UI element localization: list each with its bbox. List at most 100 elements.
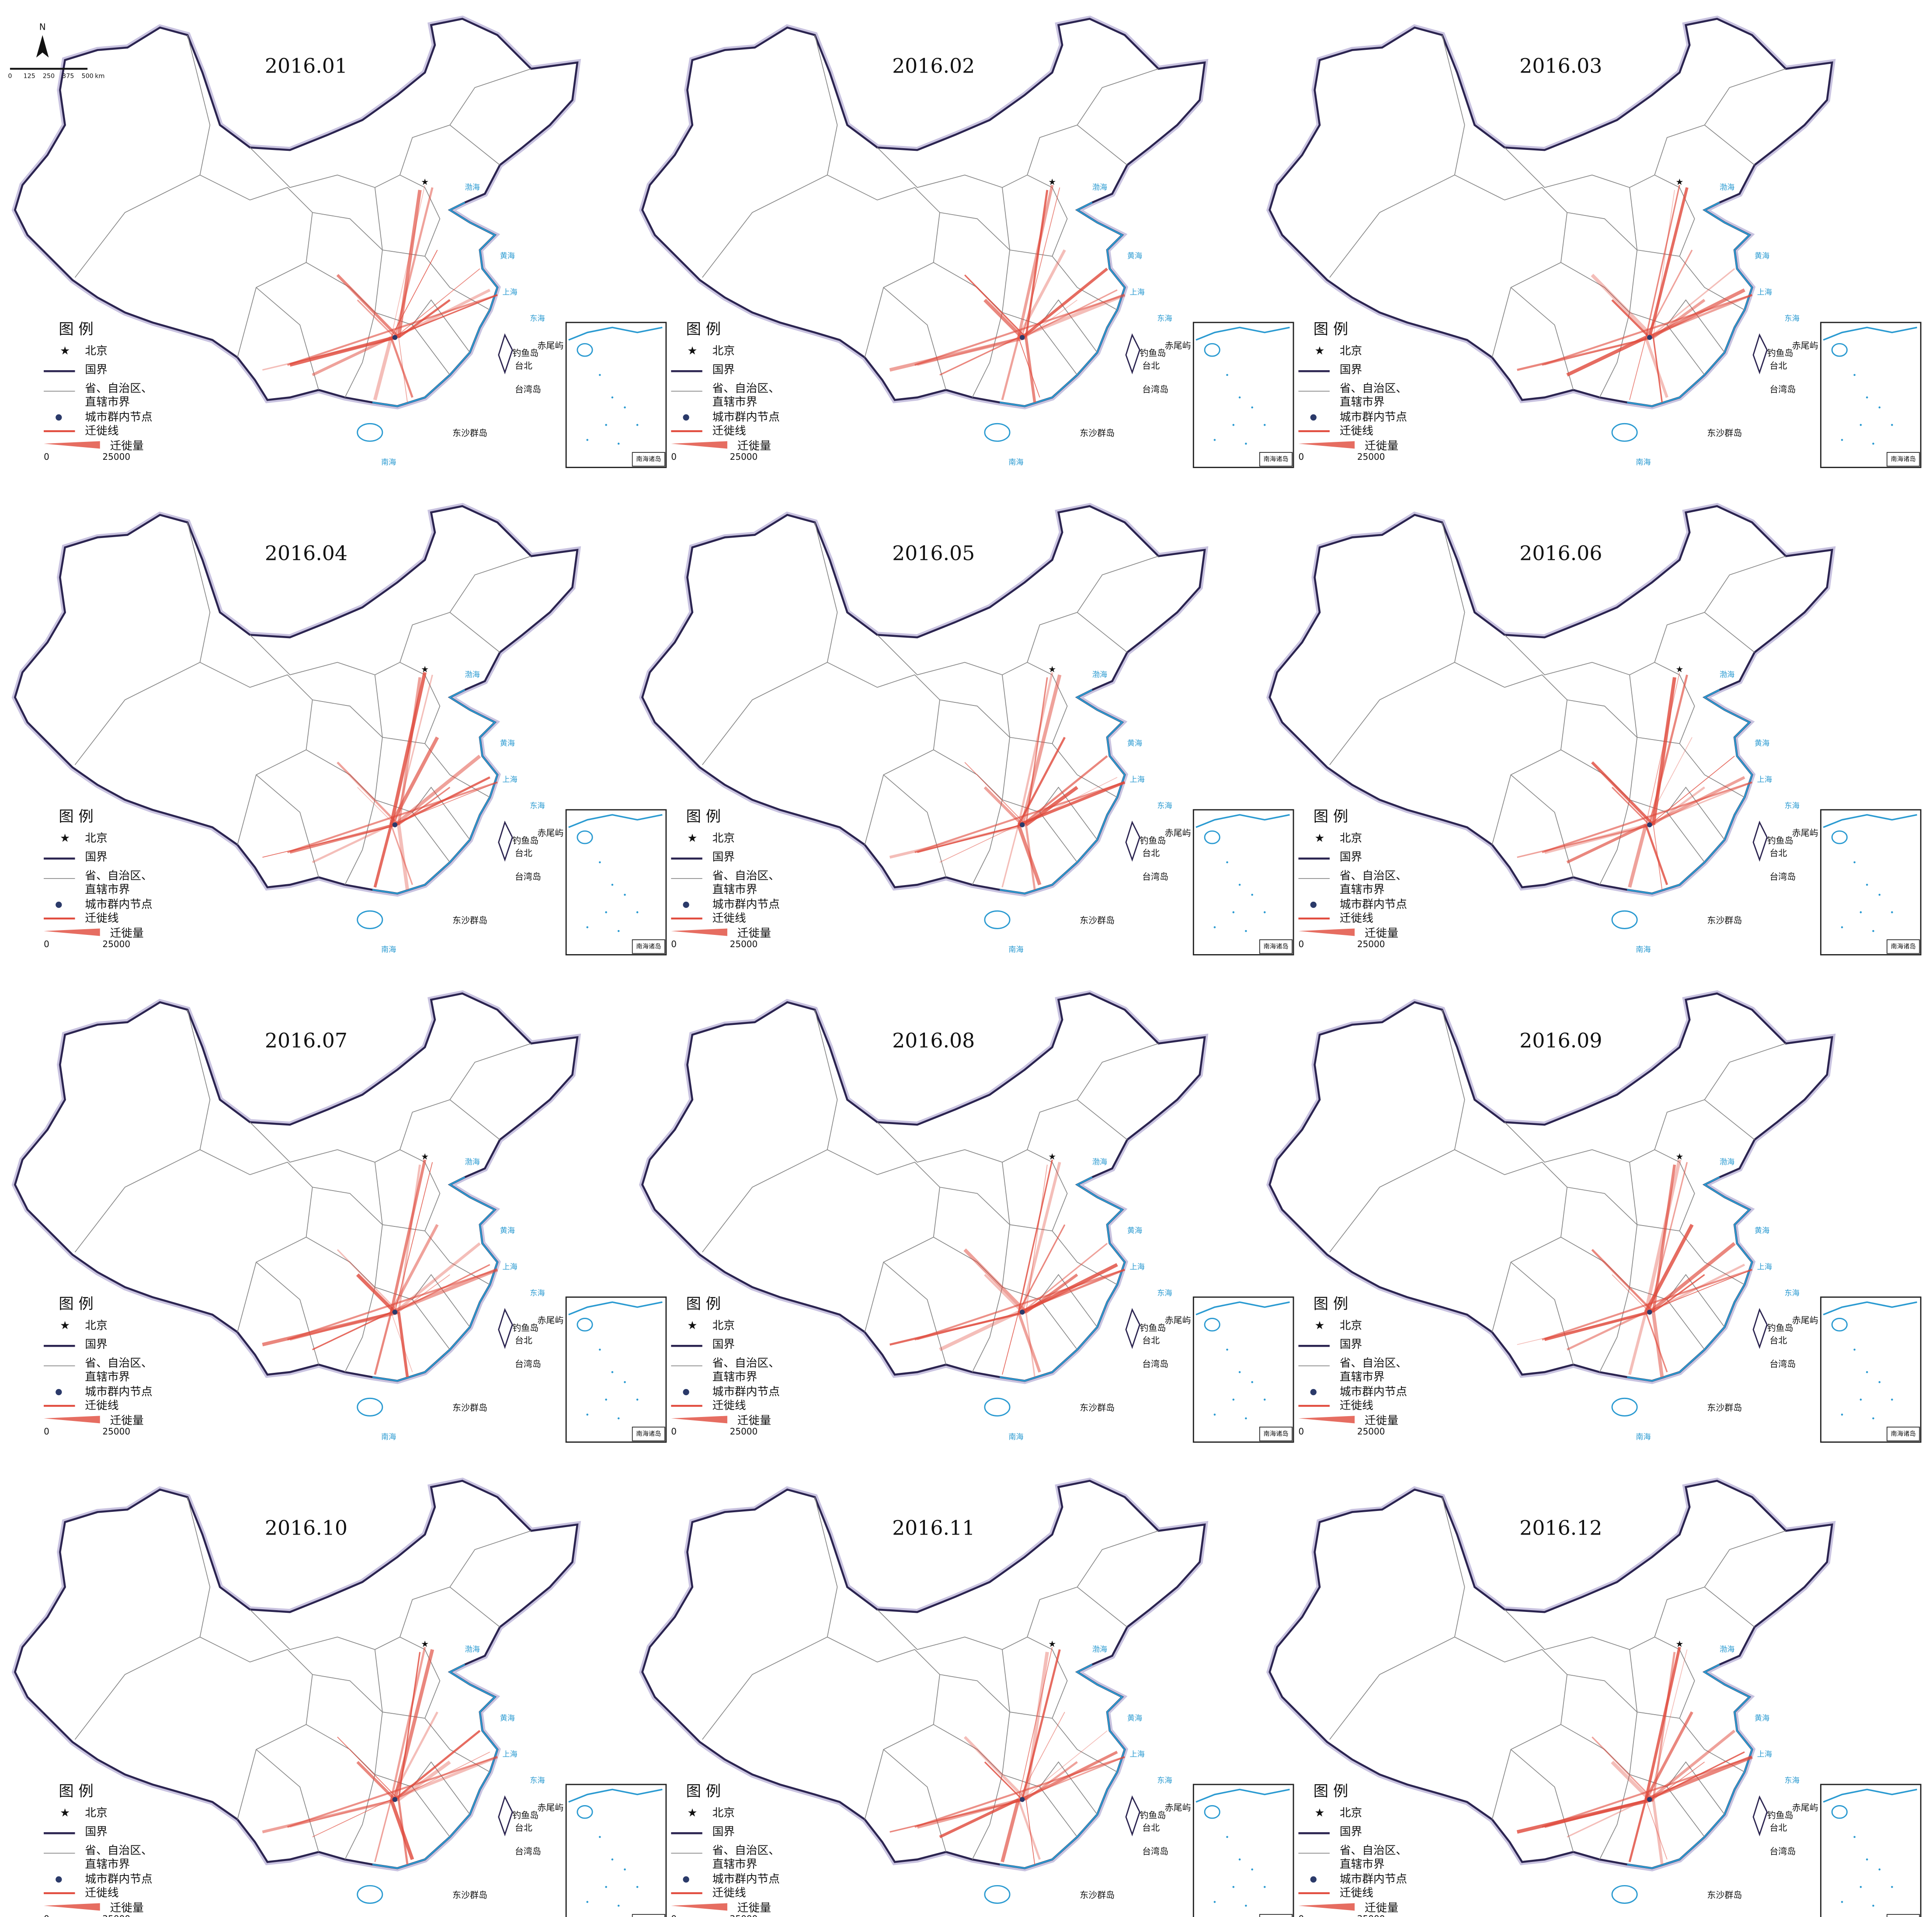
inset-island — [611, 1371, 614, 1373]
inset-title: 南海诸岛 — [1263, 455, 1288, 463]
map-label: 东海 — [530, 314, 545, 323]
legend-label: 北京 — [1340, 1806, 1362, 1820]
hainan — [357, 423, 383, 442]
node — [1019, 335, 1025, 340]
legend-sample — [1310, 901, 1317, 908]
map-label: 台北 — [1769, 847, 1787, 858]
legend-label: 省、自治区、 — [712, 382, 780, 395]
legend-star: ★ — [1315, 1319, 1325, 1332]
legend-label: 迁徙量 — [737, 439, 771, 452]
inset-island — [605, 1886, 607, 1888]
flow-line — [1021, 1162, 1061, 1313]
map-label: 东海 — [1785, 1289, 1800, 1298]
map-label: 渤海 — [1092, 183, 1107, 192]
map-label: 台湾岛 — [1769, 384, 1796, 395]
inset-island — [1264, 1886, 1266, 1888]
legend-title: 图 例 — [686, 1295, 721, 1313]
flow-line — [1001, 1799, 1020, 1863]
legend-label: 省、自治区、 — [712, 1844, 780, 1857]
inset-island — [1213, 1901, 1216, 1903]
legend-sample — [671, 928, 727, 936]
legend-label: 城市群内节点 — [1340, 411, 1407, 424]
flow-line — [963, 1248, 1028, 1313]
legend-sample — [1310, 1876, 1317, 1883]
legend-label: 北京 — [85, 344, 107, 358]
map-label: 黄海 — [1127, 252, 1142, 260]
flow-line — [939, 337, 1019, 376]
inset-island — [636, 1886, 639, 1888]
flow-line — [394, 1162, 433, 1313]
beijing-marker: ★ — [1676, 1151, 1684, 1162]
inset-island — [1251, 893, 1253, 896]
map-label: 上海 — [502, 1263, 517, 1271]
legend-label: 国界 — [1340, 1825, 1362, 1838]
inset-island — [599, 1836, 601, 1838]
inset-island — [611, 1858, 614, 1861]
flow-line — [391, 250, 438, 338]
flow-line — [390, 1711, 438, 1800]
legend-star: ★ — [1315, 1806, 1325, 1820]
inset-frame — [565, 1784, 667, 1917]
inset-label-box — [632, 1914, 665, 1917]
provincial-border — [1504, 1609, 1680, 1650]
legend-sample — [1298, 1416, 1355, 1424]
inset-island — [636, 1398, 639, 1401]
map-label: 东沙群岛 — [1707, 915, 1742, 926]
map-label: 上海 — [1757, 775, 1772, 784]
map-label: 黄海 — [1127, 1714, 1142, 1723]
inset-island — [1872, 1904, 1874, 1907]
map-label: 台北 — [1142, 847, 1160, 858]
legend-label: 迁徙线 — [85, 1399, 118, 1412]
flow-line — [393, 754, 481, 827]
provincial-border — [400, 612, 500, 663]
provincial-border — [382, 250, 490, 310]
legend-scale: 25000 — [1357, 1914, 1385, 1917]
legend-label: 北京 — [85, 832, 107, 845]
map-label: 赤尾屿 — [1792, 340, 1818, 351]
panel-title: 2016.10 — [265, 1517, 347, 1540]
flow-line — [1018, 1159, 1053, 1313]
inset-island — [1213, 439, 1216, 441]
flow-line — [1517, 824, 1654, 858]
map-label: 钓鱼岛 — [512, 348, 539, 358]
inset-island — [1264, 424, 1266, 426]
inset-coast — [1195, 1789, 1290, 1803]
inset-island — [1891, 1398, 1893, 1401]
flow-line — [337, 1736, 399, 1800]
map-label: 台北 — [1142, 360, 1160, 371]
coastline — [1627, 1663, 1753, 1869]
map-label: 南海 — [381, 1433, 396, 1441]
flow-line — [964, 274, 1027, 338]
inset-island — [1245, 1904, 1247, 1907]
provincial-border — [877, 634, 1053, 675]
legend-label: 直辖市界 — [85, 396, 130, 409]
provincial-border — [74, 35, 211, 278]
provincial-border — [382, 1224, 490, 1285]
provincial-border — [256, 1262, 319, 1365]
inset-hainan — [1204, 830, 1220, 844]
scale-unit: km — [95, 73, 104, 80]
node — [1647, 822, 1652, 827]
inset-frame — [1192, 1784, 1294, 1917]
map-label: 渤海 — [1720, 1645, 1734, 1654]
inset-island — [1841, 926, 1843, 928]
provincial-border — [1667, 786, 1725, 840]
legend-title: 图 例 — [686, 320, 721, 338]
flow-line — [287, 294, 498, 366]
provincial-border — [382, 737, 490, 798]
provincial-border — [1654, 125, 1755, 175]
legend-label: 迁徙线 — [1340, 1886, 1373, 1900]
map-label: 东海 — [1157, 1776, 1172, 1785]
legend-label: 迁徙量 — [110, 439, 144, 452]
legend-sample — [1298, 441, 1355, 449]
map-label: 赤尾屿 — [1792, 1315, 1818, 1326]
beijing-marker: ★ — [421, 177, 429, 187]
taiwan — [1125, 1308, 1140, 1349]
map-label: 东沙群岛 — [1707, 1890, 1742, 1900]
legend-sample — [683, 901, 689, 908]
map-label: 东海 — [1157, 802, 1172, 810]
map-label: 渤海 — [1092, 1645, 1107, 1654]
legend-label: 直辖市界 — [1340, 883, 1385, 896]
hainan — [357, 1397, 383, 1417]
